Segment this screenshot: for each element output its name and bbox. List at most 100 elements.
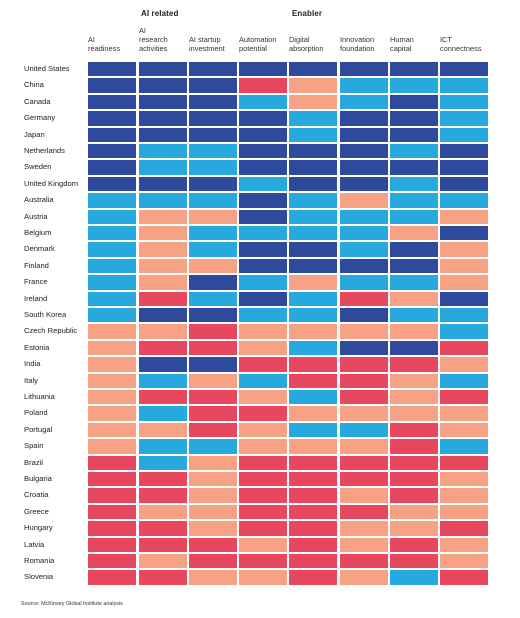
heatmap-cell — [340, 127, 388, 142]
heatmap-cell — [440, 537, 488, 552]
heatmap-cell — [289, 422, 337, 438]
heatmap-cell — [88, 439, 136, 454]
heatmap-cell — [139, 193, 187, 208]
heatmap-cell — [88, 504, 136, 520]
heatmap-cell — [239, 78, 287, 93]
heatmap-cell — [440, 291, 488, 306]
heatmap-cell — [440, 554, 488, 569]
column-header-line: ICT — [440, 35, 452, 45]
heatmap-cell — [88, 111, 136, 126]
heatmap-cell — [340, 537, 388, 552]
heatmap-cell — [440, 570, 488, 585]
heatmap-cell — [340, 226, 388, 241]
group-header-ai-related: AI related — [141, 9, 179, 18]
column-header: Automation potential — [239, 35, 297, 53]
heatmap-cell — [289, 308, 337, 323]
heatmap-cell — [440, 504, 488, 520]
heatmap-cell — [88, 373, 136, 388]
heatmap-cell — [189, 127, 237, 142]
heatmap-cell — [289, 275, 337, 290]
row-label: Finland — [24, 260, 49, 270]
heatmap-cell — [390, 226, 438, 241]
heatmap-cell — [289, 537, 337, 552]
heatmap-cell — [289, 242, 337, 257]
heatmap-cell — [390, 406, 438, 421]
heatmap-cell — [88, 291, 136, 306]
heatmap-cell — [189, 570, 237, 585]
heatmap-cell — [440, 390, 488, 405]
row-label: Belgium — [24, 228, 52, 237]
heatmap-cell — [88, 62, 136, 77]
heatmap-cell — [189, 390, 237, 405]
heatmap-cell — [440, 488, 488, 503]
heatmap-cell — [390, 78, 438, 93]
heatmap-cell — [390, 291, 438, 306]
heatmap-cell — [390, 308, 438, 323]
heatmap-cell — [139, 111, 187, 126]
heatmap-cell — [239, 504, 287, 520]
heatmap-cell — [340, 570, 388, 585]
heatmap-cell — [239, 160, 287, 175]
heatmap-cell — [440, 406, 488, 421]
row-label: Italy — [24, 375, 38, 385]
heatmap-cell — [139, 258, 187, 274]
heatmap-cell — [239, 570, 287, 585]
heatmap-cell — [289, 226, 337, 241]
heatmap-cell — [189, 488, 237, 503]
heatmap-cell — [239, 144, 287, 159]
heatmap-cell — [440, 62, 488, 77]
row-label: Bulgaria — [24, 474, 52, 483]
heatmap-cell — [189, 209, 237, 224]
heatmap-cell — [340, 144, 388, 159]
heatmap-cell — [340, 94, 388, 110]
heatmap-cell — [390, 127, 438, 142]
heatmap-cell — [440, 373, 488, 388]
heatmap-cell — [239, 226, 287, 241]
column-header-line: absorption — [289, 44, 324, 54]
heatmap-cell — [340, 308, 388, 323]
heatmap-cell — [189, 472, 237, 487]
heatmap-cell — [88, 554, 136, 569]
heatmap-cell — [239, 258, 287, 274]
heatmap-cell — [289, 406, 337, 421]
heatmap-cell — [239, 406, 287, 421]
heatmap-cell — [139, 291, 187, 306]
heatmap-cell — [440, 127, 488, 142]
heatmap-cell — [88, 406, 136, 421]
heatmap-cell — [289, 357, 337, 372]
column-header-line: Digital — [289, 35, 310, 45]
heatmap-cell — [189, 275, 237, 290]
heatmap-cell — [189, 357, 237, 372]
heatmap-cell — [239, 537, 287, 552]
heatmap-cell — [139, 144, 187, 159]
heatmap-cell — [239, 127, 287, 142]
row-label: United Kingdom — [24, 178, 79, 188]
heatmap-cell — [139, 554, 187, 569]
heatmap-cell — [239, 554, 287, 569]
heatmap-cell — [139, 488, 187, 503]
heatmap-cell — [239, 275, 287, 290]
heatmap-cell — [139, 390, 187, 405]
heatmap-cell — [340, 275, 388, 290]
heatmap-cell — [289, 439, 337, 454]
heatmap-cell — [390, 373, 438, 388]
heatmap-cell — [189, 111, 237, 126]
heatmap-cell — [239, 324, 287, 339]
heatmap-cell — [139, 455, 187, 470]
column-header-line: connectness — [440, 44, 482, 54]
heatmap-cell — [340, 504, 388, 520]
heatmap-cell — [440, 111, 488, 126]
heatmap-cell — [289, 472, 337, 487]
row-label: France — [24, 277, 48, 287]
group-header-enabler: Enabler — [292, 9, 323, 18]
heatmap-cell — [239, 209, 287, 224]
heatmap-cell — [440, 144, 488, 159]
heatmap-cell — [239, 390, 287, 405]
source-note: Source: McKinsey Global Institute analys… — [21, 601, 123, 607]
heatmap-cell — [340, 455, 388, 470]
heatmap-cell — [440, 455, 488, 470]
heatmap-cell — [390, 439, 438, 454]
heatmap-cell — [440, 340, 488, 356]
heatmap-cell — [88, 78, 136, 93]
heatmap-cell — [289, 504, 337, 520]
